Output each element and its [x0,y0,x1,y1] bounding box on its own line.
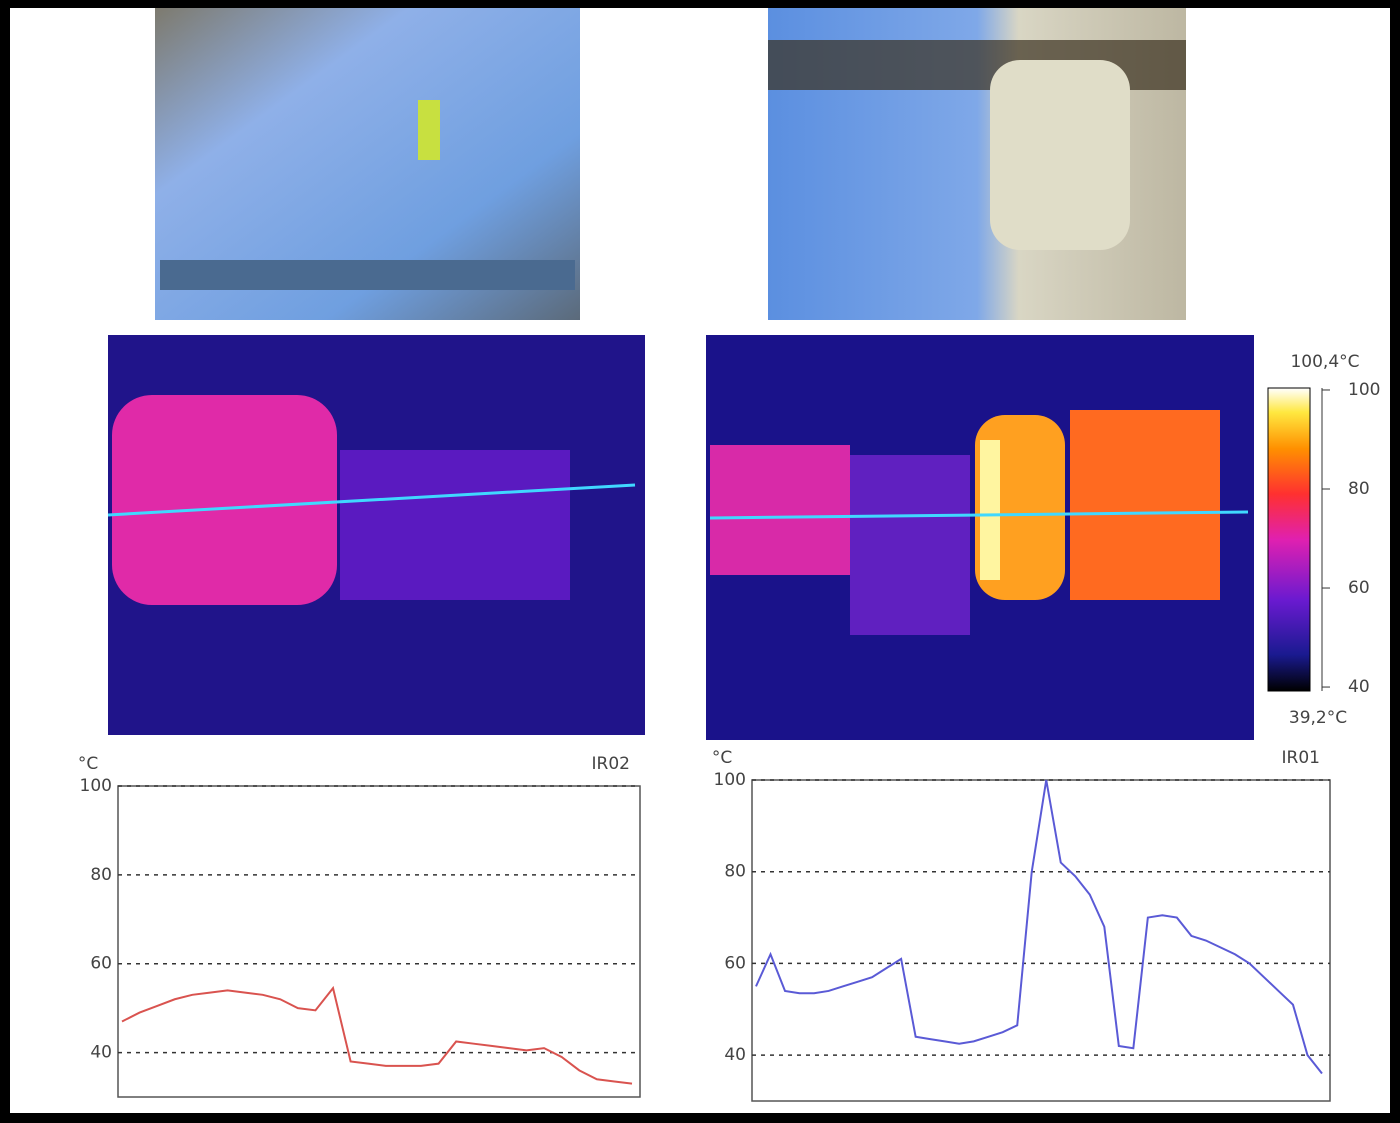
y-axis-label: °C [712,748,732,768]
y-tick-label: 80 [90,865,112,885]
data-line [121,985,633,1085]
thermal-detail [112,395,337,605]
y-tick-label: 40 [90,1043,112,1063]
y-tick-label: 60 [90,954,112,974]
y-tick-label: 100 [80,776,112,796]
corner-label: IR02 [592,754,630,774]
thermal-detail [710,445,850,575]
colorbar-ticks: 40 60 80 100 [1322,380,1380,697]
colorbar-tick-label: 100 [1348,380,1380,400]
colorbar-tick-label: 80 [1348,479,1370,499]
colorbar-min: 39,2°C [1289,708,1347,728]
corner-label: IR01 [1282,748,1320,768]
plot-area [117,785,641,1098]
colorbar-tick-label: 40 [1348,677,1370,697]
profile-line [709,510,1249,520]
y-tick-label: 80 [724,862,746,882]
thermal-detail [340,450,570,600]
photo-detail [418,100,440,160]
photo-detail [990,60,1130,250]
data-line [755,779,1323,1075]
colorbar-tick-label: 60 [1348,578,1370,598]
plot-area [751,779,1331,1102]
thermal-detail [980,440,1000,580]
y-tick-label: 40 [724,1045,746,1065]
colorbar [1267,387,1311,692]
y-tick-label: 100 [714,770,746,790]
photo-detail [160,260,575,290]
y-axis-label: °C [78,754,98,774]
colorbar-max: 100,4°C [1290,352,1359,372]
thermal-detail [850,455,970,635]
thermal-detail [1070,410,1220,600]
profile-line [107,483,636,517]
y-tick-label: 60 [724,953,746,973]
